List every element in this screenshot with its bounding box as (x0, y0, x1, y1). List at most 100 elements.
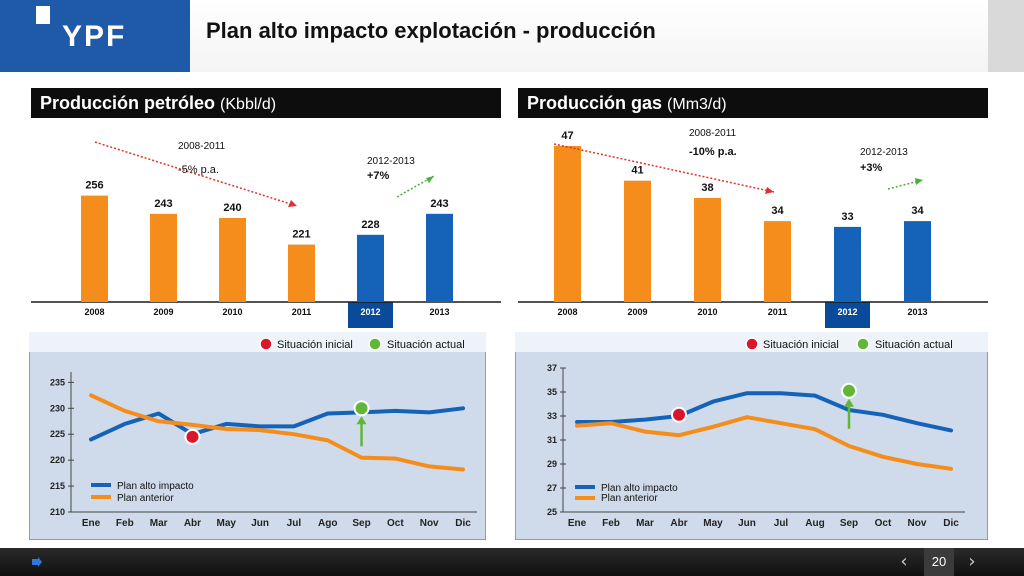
logo-text: YPF (62, 20, 127, 53)
oil-trend-up-arrow (396, 175, 435, 198)
oil-bar-2013 (426, 213, 453, 302)
gas-year-label-2010: 2010 (697, 307, 717, 317)
oil-series-plan-anterior (89, 393, 465, 472)
ypf-logo: YPF (0, 0, 190, 72)
slide-footer: ‹ 20 › (0, 548, 1024, 576)
oil-year-label-2008: 2008 (84, 307, 104, 317)
gas-trend-down-arrowhead-icon (765, 187, 774, 194)
gas-y-tick-35: 35 (547, 387, 557, 397)
oil-trend-up-rate: +7% (367, 170, 390, 182)
oil-value-label-2008: 256 (85, 180, 103, 192)
next-slide-button[interactable]: › (968, 551, 976, 572)
gas-value-label-2011: 34 (771, 205, 784, 217)
gas-bar-2013 (904, 221, 931, 302)
gas-value-label-2009: 41 (631, 165, 643, 177)
oil-trend-down-arrowhead-icon (288, 200, 297, 207)
oil-year-label-2013: 2013 (429, 307, 449, 317)
gas-bar-2012 (834, 226, 861, 302)
oil-line-chart: Situación inicial Situación actual 210 21… (29, 332, 486, 540)
oil-x-tick-Ago: Ago (318, 518, 337, 529)
oil-year-label-2009: 2009 (153, 307, 173, 317)
gas-bar-chart: 47 2008 41 2009 38 2010 34 2011 33 2012 34 2013 200… (518, 128, 988, 328)
gas-bar-2008 (554, 146, 581, 302)
oil-value-label-2009: 243 (154, 198, 172, 210)
page-title: Plan alto impacto explotación - producci… (206, 18, 656, 43)
gas-year-label-2009: 2009 (627, 307, 647, 317)
gas-series-plan-alto-impacto (575, 391, 953, 433)
gas-unit: (Mm3/d) (667, 96, 727, 113)
oil-marker-inicial (184, 428, 201, 445)
oil-x-tick-Oct: Oct (387, 518, 404, 529)
oil-y-tick-215: 215 (50, 481, 65, 491)
gas-x-tick-Jul: Jul (774, 518, 789, 529)
gas-year-label-2011: 2011 (768, 307, 788, 317)
oil-x-tick-Feb: Feb (116, 518, 134, 529)
gas-x-tick-Aug: Aug (805, 518, 824, 529)
gas-highlight-year-box (825, 302, 870, 328)
gas-value-label-2008: 47 (561, 130, 573, 142)
oil-value-label-2012: 228 (361, 219, 379, 231)
oil-x-tick-Jun: Jun (251, 518, 269, 529)
oil-section-title: Producción petróleo (Kbbl/d) (31, 88, 501, 118)
gas-year-label-2012: 2012 (837, 307, 857, 317)
gas-y-tick-31: 31 (547, 435, 557, 445)
oil-bar-2008 (81, 195, 108, 302)
oil-x-tick-Mar: Mar (150, 518, 168, 529)
gas-line-chart: Situación inicial Situación actual 25 27 2… (515, 332, 988, 540)
oil-improvement-arrowhead-icon (356, 416, 367, 425)
oil-x-tick-Jul: Jul (287, 518, 302, 529)
gas-marker-actual (841, 382, 857, 399)
gas-trend-down-arrow (553, 143, 775, 193)
oil-x-tick-Dic: Dic (455, 518, 471, 529)
oil-y-tick-230: 230 (50, 403, 65, 413)
oil-y-tick-210: 210 (50, 507, 65, 517)
gas-y-tick-37: 37 (547, 363, 557, 373)
oil-value-label-2011: 221 (292, 229, 310, 241)
footer-arrow-icon (32, 557, 42, 567)
gas-legend-inicial: Situación inicial (763, 339, 839, 351)
oil-trend-up-period: 2012-2013 (367, 156, 415, 167)
gas-y-tick-33: 33 (547, 411, 557, 421)
gas-trend-down-period: 2008-2011 (689, 128, 737, 139)
oil-series-plan-alto-impacto (89, 406, 465, 442)
logo-mark-icon (36, 6, 50, 24)
oil-legend-actual-icon (368, 337, 382, 351)
gas-y-tick-27: 27 (547, 483, 557, 493)
gas-x-tick-Jun: Jun (738, 518, 756, 529)
oil-year-label-2011: 2011 (292, 307, 312, 317)
oil-legend-inicial-icon (259, 337, 273, 351)
gas-bar-2011 (764, 221, 791, 302)
gas-y-tick-29: 29 (547, 459, 557, 469)
previous-slide-button[interactable]: ‹ (900, 551, 908, 572)
gas-marker-inicial (671, 406, 687, 423)
oil-trend-down-rate: -5% p.a. (178, 164, 219, 176)
gas-bar-2010 (694, 198, 721, 302)
gas-trend-up-arrowhead-icon (915, 178, 923, 185)
oil-title: Producción petróleo (40, 93, 216, 113)
page-number: 20 (924, 548, 954, 576)
slide-header: YPF Plan alto impacto explotación - prod… (0, 0, 1024, 72)
oil-bar-2012 (357, 234, 384, 302)
gas-trend-up-rate: +3% (860, 162, 883, 174)
oil-panel-background (29, 332, 486, 540)
oil-trend-up-arrowhead-icon (426, 176, 434, 183)
gas-x-tick-Dic: Dic (943, 518, 959, 529)
gas-improvement-arrowhead-icon (844, 398, 854, 407)
gas-x-tick-Mar: Mar (636, 518, 654, 529)
gas-title: Producción gas (527, 93, 663, 113)
oil-highlight-year-box (348, 302, 393, 328)
gas-x-tick-Sep: Sep (840, 518, 858, 529)
oil-x-tick-Abr: Abr (184, 518, 201, 529)
oil-bar-2011 (288, 244, 315, 302)
oil-x-tick-Sep: Sep (352, 518, 370, 529)
oil-x-tick-Nov: Nov (420, 518, 439, 529)
oil-value-label-2013: 243 (430, 198, 448, 210)
header-decoration (988, 0, 1024, 72)
gas-bar-2009 (624, 180, 651, 302)
gas-section-title: Producción gas (Mm3/d) (518, 88, 988, 118)
oil-bar-2010 (219, 218, 246, 302)
gas-value-label-2013: 34 (911, 205, 924, 217)
oil-x-tick-May: May (217, 518, 237, 529)
gas-trend-down-rate: -10% p.a. (689, 146, 737, 158)
gas-series-plan-anterior (575, 415, 953, 471)
